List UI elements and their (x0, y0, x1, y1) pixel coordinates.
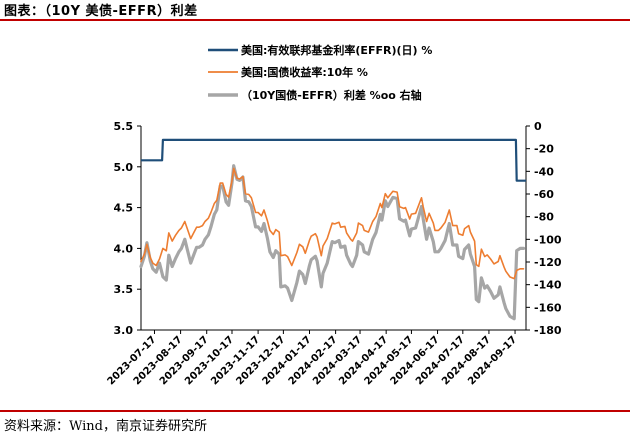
right-tick-label: -160 (534, 301, 562, 314)
chart: 美国:有效联邦基金利率(EFFR)(日) % 美国:国债收益率:10年 % （10Y… (106, 43, 562, 387)
bottom-rule (0, 410, 630, 412)
axes: 3.0 3.5 4.0 4.5 5.0 5.5 0 -20 -40 -60 -80 -100 -120 -… (106, 120, 562, 387)
left-tick-label: 4.0 (114, 242, 134, 255)
figure-title: 图表：（10Y 美债-EFFR）利差 (4, 4, 198, 19)
right-tick-label: -140 (534, 279, 562, 292)
right-tick-label: 0 (534, 120, 542, 133)
series-line-effr (141, 138, 526, 182)
right-tick-label: -60 (534, 188, 554, 201)
left-tick-label: 4.5 (114, 202, 134, 215)
right-tick-label: -100 (534, 233, 562, 246)
right-tick-label: -80 (534, 211, 554, 224)
plot-area (139, 138, 526, 321)
series-line-yield10y (140, 167, 525, 280)
legend-label-yield10y: 美国:国债收益率:10年 % (241, 65, 368, 79)
right-tick-label: -40 (534, 165, 554, 178)
top-rule (0, 19, 630, 21)
legend: 美国:有效联邦基金利率(EFFR)(日) % 美国:国债收益率:10年 % （10Y… (208, 43, 432, 102)
series-line-spread (139, 164, 526, 321)
left-tick-label: 3.5 (114, 283, 134, 296)
left-tick-label: 5.0 (114, 161, 134, 174)
right-tick-label: -20 (534, 143, 554, 156)
left-tick-label: 5.5 (114, 120, 134, 133)
legend-label-spread: （10Y国债-EFFR）利差 %oo 右轴 (241, 88, 422, 102)
right-tick-label: -180 (534, 324, 562, 337)
left-tick-label: 3.0 (114, 324, 134, 337)
legend-label-effr: 美国:有效联邦基金利率(EFFR)(日) % (241, 43, 432, 57)
source-note: 资料来源：Wind，南京证券研究所 (4, 419, 207, 434)
right-tick-label: -120 (534, 256, 562, 269)
